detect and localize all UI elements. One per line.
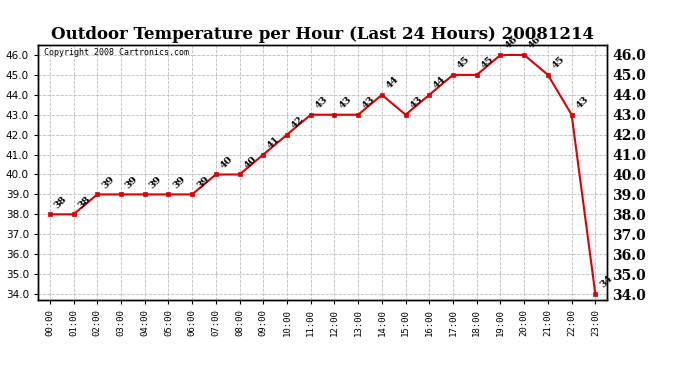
Title: Outdoor Temperature per Hour (Last 24 Hours) 20081214: Outdoor Temperature per Hour (Last 24 Ho… — [51, 27, 594, 44]
Text: 39: 39 — [148, 174, 164, 190]
Text: 39: 39 — [124, 174, 139, 190]
Text: 40: 40 — [219, 154, 235, 170]
Text: 41: 41 — [266, 135, 282, 150]
Text: 43: 43 — [337, 94, 353, 111]
Text: 45: 45 — [456, 55, 472, 71]
Text: 43: 43 — [361, 94, 377, 111]
Text: 38: 38 — [52, 194, 68, 210]
Text: 44: 44 — [384, 75, 401, 91]
Text: 44: 44 — [432, 75, 448, 91]
Text: 34: 34 — [598, 274, 614, 290]
Text: 39: 39 — [195, 174, 211, 190]
Text: 43: 43 — [408, 94, 424, 111]
Text: 46: 46 — [503, 35, 519, 51]
Text: 40: 40 — [242, 154, 258, 170]
Text: 46: 46 — [527, 35, 543, 51]
Text: 39: 39 — [171, 174, 187, 190]
Text: 45: 45 — [551, 55, 566, 71]
Text: 42: 42 — [290, 115, 306, 130]
Text: 45: 45 — [480, 55, 495, 71]
Text: 43: 43 — [313, 94, 329, 111]
Text: 43: 43 — [574, 94, 591, 111]
Text: 39: 39 — [100, 174, 116, 190]
Text: Copyright 2008 Cartronics.com: Copyright 2008 Cartronics.com — [43, 48, 188, 57]
Text: 38: 38 — [77, 194, 92, 210]
